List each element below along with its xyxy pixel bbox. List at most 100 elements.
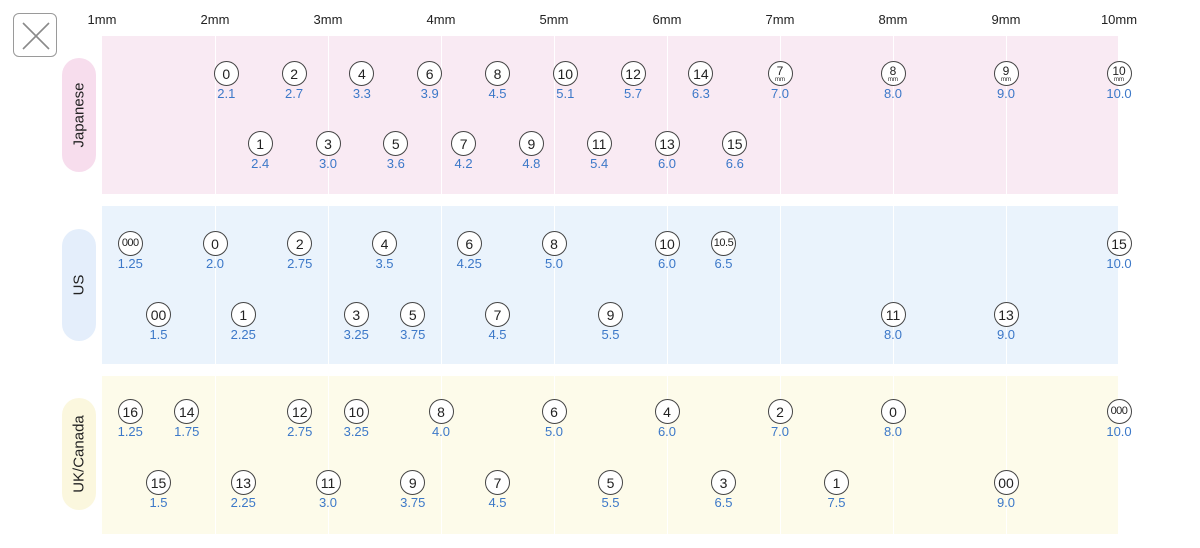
needle-marker: 6 4.25	[439, 231, 499, 271]
needle-size-label: 8	[437, 403, 445, 420]
needle-marker: 5 5.5	[581, 470, 641, 510]
needle-marker: 9 mm 9.0	[976, 61, 1036, 101]
needle-size-label: 9	[527, 135, 536, 152]
uk-tab[interactable]: UK/Canada	[62, 398, 96, 510]
needle-size-badge: 13	[993, 302, 1019, 327]
needle-size-label: 0	[889, 403, 897, 420]
needle-mm-value: 5.0	[544, 256, 564, 271]
needle-size-label: 9	[1002, 63, 1010, 78]
needle-marker: 1 7.5	[807, 470, 867, 510]
needle-mm-value: 7.5	[827, 495, 846, 510]
grid-line	[667, 376, 668, 534]
needle-size-label: 3	[324, 135, 332, 152]
needle-size-badge: 11	[315, 470, 341, 495]
needle-marker: 8 mm 8.0	[863, 61, 923, 101]
needle-mm-value: 2.25	[230, 327, 256, 342]
needle-size-label: 7	[776, 63, 784, 78]
needle-mm-value: 3.25	[343, 424, 369, 439]
needle-size-label: 13	[659, 135, 675, 152]
needle-size-label: 00	[150, 306, 167, 323]
needle-size-badge: 10	[552, 61, 578, 86]
needle-size-label: 14	[178, 403, 195, 420]
needle-mm-value: 3.75	[400, 327, 426, 342]
grid-line	[780, 206, 781, 364]
needle-size-label: 15	[1111, 235, 1127, 252]
needle-marker: 0 2.0	[185, 231, 245, 271]
needle-marker: 7 mm 7.0	[750, 61, 810, 101]
needle-marker: 1 2.25	[213, 302, 273, 342]
needle-marker: 8 4.0	[411, 399, 471, 439]
needle-mm-value: 2.75	[287, 256, 313, 271]
needle-mm-value: 10.0	[1106, 256, 1132, 271]
section-label: US	[70, 274, 88, 296]
needle-unit-label: mm	[888, 76, 898, 83]
needle-size-label: 5	[606, 474, 615, 491]
needle-size-label: 2	[295, 235, 304, 252]
japanese-panel	[102, 36, 1118, 194]
needle-marker: 3 6.5	[694, 470, 754, 510]
needle-marker: 10 3.25	[326, 399, 386, 439]
grid-line	[215, 206, 216, 364]
needle-marker: 12 2.75	[270, 399, 330, 439]
needle-mm-value: 6.5	[714, 256, 733, 271]
needle-mm-value: 10.0	[1106, 424, 1132, 439]
needle-size-label: 5	[391, 135, 400, 152]
needle-size-label: 7	[493, 474, 502, 491]
needle-size-label: 12	[625, 65, 641, 82]
needle-size-badge: 4	[372, 231, 397, 256]
needle-size-badge: 3	[711, 470, 736, 495]
needle-size-badge: 9 mm	[993, 61, 1019, 86]
grid-line	[215, 36, 216, 194]
axis-tick-label: 9mm	[991, 12, 1021, 27]
needle-size-label: 9	[606, 306, 615, 323]
needle-size-label: 6	[425, 65, 434, 82]
grid-line	[554, 36, 555, 194]
needle-mm-value: 3.0	[318, 495, 338, 510]
needle-size-label: 3	[352, 306, 361, 323]
needle-marker: 2 7.0	[750, 399, 810, 439]
uk-panel	[102, 376, 1118, 534]
grid-line	[780, 376, 781, 534]
needle-mm-value: 6.3	[691, 86, 710, 101]
needle-size-label: 1	[239, 306, 248, 323]
section-label: UK/Canada	[70, 415, 88, 493]
needle-size-badge: 13	[230, 470, 256, 495]
grid-line	[893, 36, 894, 194]
needle-size-label: 12	[291, 403, 308, 420]
needle-marker: 10 6.0	[637, 231, 697, 271]
needle-size-label: 13	[235, 474, 252, 491]
grid-line	[1006, 206, 1007, 364]
needle-marker: 5 3.6	[366, 131, 426, 171]
needle-size-badge: 000	[117, 231, 143, 256]
needle-mm-value: 1.5	[149, 327, 168, 342]
needle-size-badge: 00	[993, 470, 1019, 495]
needle-size-badge: 0	[213, 61, 239, 86]
grid-line	[780, 36, 781, 194]
needle-marker: 3 3.0	[298, 131, 358, 171]
needle-size-badge: 9	[518, 131, 544, 156]
needle-size-label: 000	[121, 237, 139, 249]
needle-marker: 3 3.25	[326, 302, 386, 342]
needle-mm-value: 8.0	[883, 424, 903, 439]
close-button[interactable]	[13, 13, 57, 57]
needle-marker: 16 1.25	[100, 399, 160, 439]
japanese-tab[interactable]: Japanese	[62, 58, 96, 172]
needle-size-label: 4	[663, 403, 671, 420]
needle-marker: 11 3.0	[298, 470, 358, 510]
us-tab[interactable]: US	[62, 229, 96, 341]
needle-size-label: 11	[885, 306, 901, 323]
needle-marker: 9 4.8	[501, 131, 561, 171]
needle-size-label: 2	[290, 65, 298, 82]
needle-size-label: 1	[256, 135, 265, 152]
needle-size-badge: 4	[654, 399, 680, 424]
needle-mm-value: 3.9	[420, 86, 439, 101]
grid-line	[667, 206, 668, 364]
needle-mm-value: 5.4	[590, 156, 609, 171]
needle-size-label: 000	[1110, 405, 1128, 417]
needle-size-badge: 7	[451, 131, 477, 156]
needle-marker: 4 6.0	[637, 399, 697, 439]
needle-size-badge: 5	[383, 131, 409, 156]
needle-size-label: 0	[222, 65, 231, 82]
needle-size-badge: 5	[400, 302, 426, 327]
needle-mm-value: 1.25	[117, 256, 143, 271]
